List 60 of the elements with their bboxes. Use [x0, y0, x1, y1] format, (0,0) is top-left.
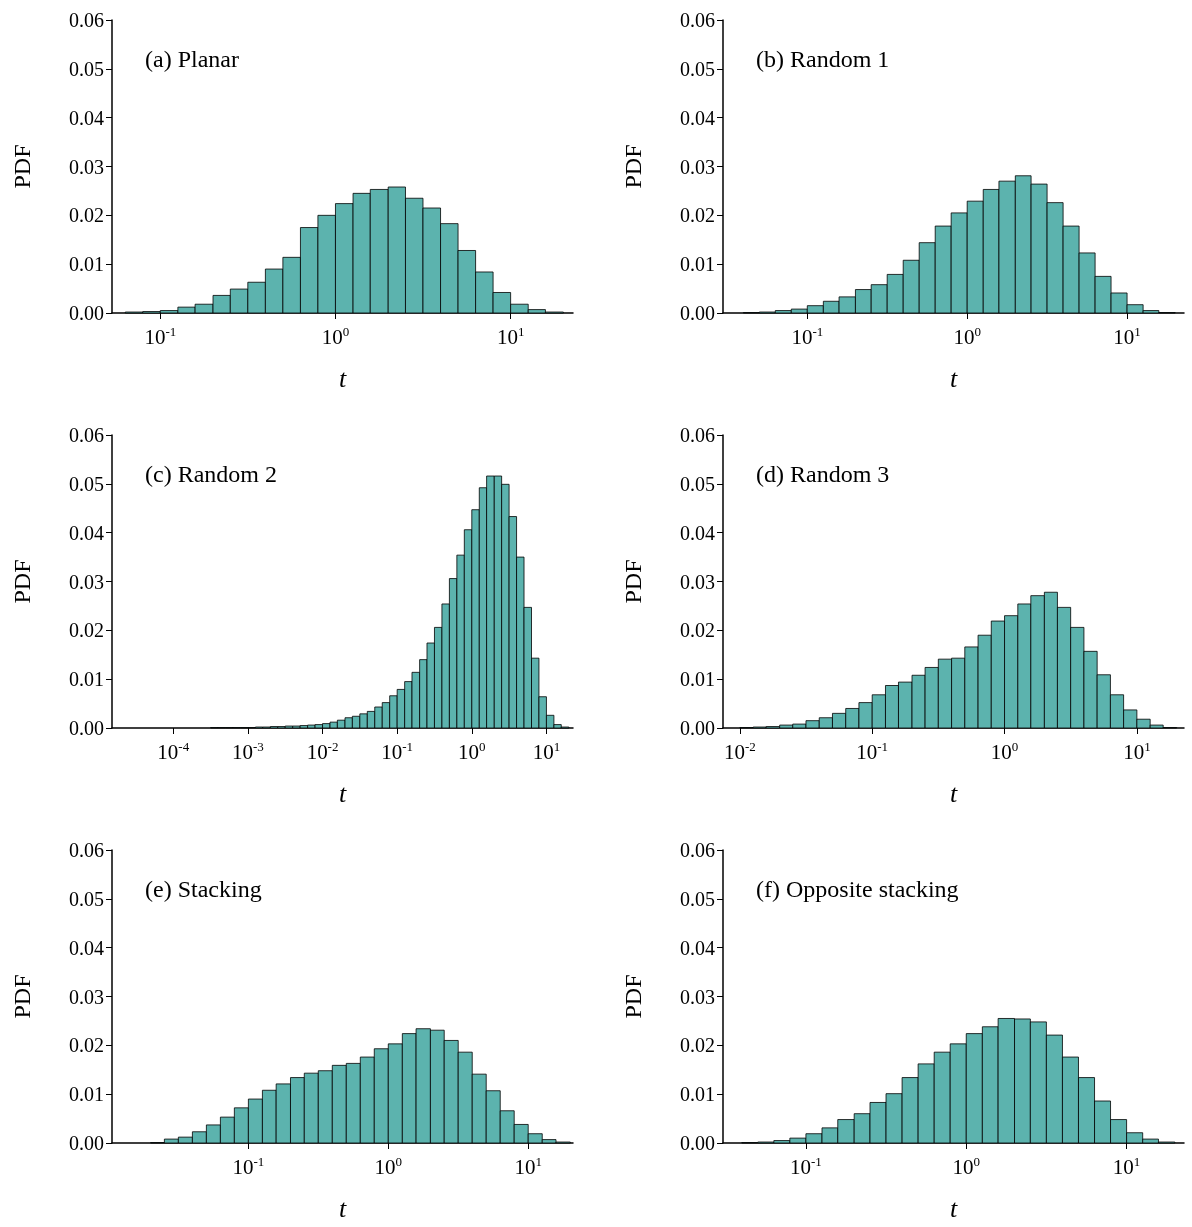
y-tick-label: 0.06: [69, 839, 104, 861]
y-tick-label: 0.04: [69, 936, 104, 959]
y-axis-title: PDF: [620, 559, 646, 604]
y-tick-label: 0.04: [680, 936, 715, 959]
y-tick-label: 0.02: [680, 1034, 715, 1057]
x-axis-title: t: [949, 1193, 958, 1223]
y-tick-label: 0.02: [69, 1034, 104, 1057]
y-axis-title: PDF: [9, 559, 35, 604]
y-tick-label: 0.03: [680, 985, 715, 1008]
y-axis-title: PDF: [9, 144, 35, 189]
y-tick-label: 0.01: [69, 253, 104, 276]
text: (a) Planar: [145, 46, 239, 72]
y-tick-label: 0.00: [680, 717, 715, 739]
y-tick-label: 0.05: [680, 472, 715, 495]
y-axis-title: PDF: [620, 974, 646, 1019]
y-tick-label: 0.03: [680, 570, 715, 593]
text: (c) Random 2: [145, 461, 277, 487]
y-tick-label: 0.05: [69, 887, 104, 910]
y-tick-label: 0.05: [680, 887, 715, 910]
y-tick-label: 0.02: [680, 204, 715, 227]
y-tick-label: 0.03: [680, 155, 715, 178]
text: (e) Stacking: [145, 876, 262, 902]
y-tick-label: 0.03: [69, 155, 104, 178]
y-tick-label: 0.01: [680, 668, 715, 691]
y-tick-label: 0.01: [69, 1083, 104, 1106]
y-tick-label: 0.06: [680, 839, 715, 861]
text: (f) Opposite stacking: [756, 876, 959, 902]
y-tick-label: 0.02: [69, 204, 104, 227]
y-tick-label: 0.03: [69, 985, 104, 1008]
text: (d) Random 3: [756, 461, 890, 487]
y-tick-label: 0.05: [680, 57, 715, 80]
y-tick-label: 0.04: [69, 521, 104, 544]
y-tick-label: 0.00: [680, 302, 715, 324]
y-tick-label: 0.06: [680, 424, 715, 446]
x-axis-title: t: [338, 1193, 347, 1223]
x-axis-title: t: [338, 363, 347, 393]
y-tick-label: 0.02: [69, 619, 104, 642]
y-tick-label: 0.00: [69, 302, 104, 324]
y-tick-label: 0.05: [69, 472, 104, 495]
y-tick-label: 0.06: [69, 424, 104, 446]
y-axis-title: PDF: [620, 144, 646, 189]
y-tick-label: 0.02: [680, 619, 715, 642]
y-tick-label: 0.01: [680, 253, 715, 276]
text: (b) Random 1: [756, 46, 890, 72]
y-tick-label: 0.01: [69, 668, 104, 691]
y-tick-label: 0.00: [69, 1132, 104, 1154]
y-tick-label: 0.04: [680, 521, 715, 544]
x-axis-title: t: [949, 363, 958, 393]
y-tick-label: 0.06: [680, 9, 715, 31]
y-tick-label: 0.04: [680, 106, 715, 129]
y-axis-title: PDF: [9, 974, 35, 1019]
y-tick-label: 0.00: [69, 717, 104, 739]
x-axis-title: t: [338, 778, 347, 808]
y-tick-label: 0.04: [69, 106, 104, 129]
y-tick-label: 0.05: [69, 57, 104, 80]
y-tick-label: 0.01: [680, 1083, 715, 1106]
y-tick-label: 0.06: [69, 9, 104, 31]
y-tick-label: 0.03: [69, 570, 104, 593]
y-tick-label: 0.00: [680, 1132, 715, 1154]
x-axis-title: t: [949, 778, 958, 808]
